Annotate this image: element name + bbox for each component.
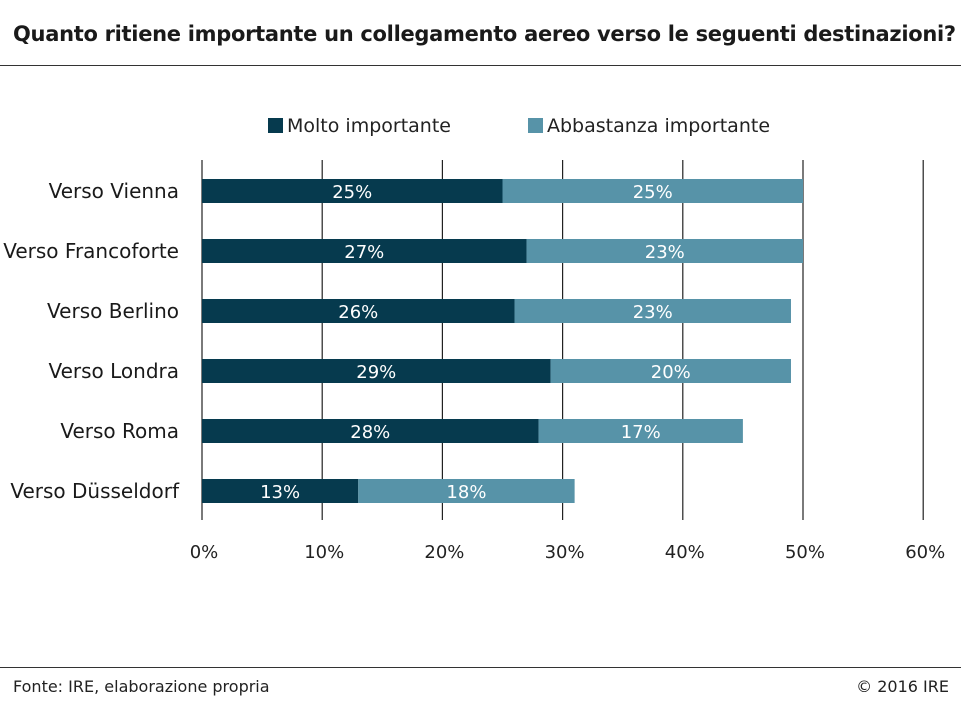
copyright-note: © 2016 IRE <box>856 677 949 696</box>
bar-molto-importante <box>202 479 359 503</box>
bar-molto-importante <box>202 299 515 323</box>
data-label-molto: 13% <box>260 482 300 503</box>
data-label-molto: 27% <box>344 242 384 263</box>
category-label: Verso Londra <box>48 359 179 383</box>
data-label-abbastanza: 23% <box>633 302 673 323</box>
data-label-abbastanza: 17% <box>621 422 661 443</box>
bar-molto-importante <box>202 419 539 443</box>
gridlines <box>201 160 924 520</box>
category-label: Verso Vienna <box>49 179 179 203</box>
x-tick-label: 10% <box>304 542 344 563</box>
bar-abbastanza-importante <box>526 239 803 263</box>
legend: Molto importante Abbastanza importante <box>268 115 770 137</box>
legend-molto-label: Molto importante <box>287 115 451 137</box>
category-label: Verso Berlino <box>47 299 179 323</box>
bar-abbastanza-importante <box>550 359 791 383</box>
bar-molto-importante <box>202 359 551 383</box>
bar-molto-importante <box>202 239 527 263</box>
x-axis-ticks: 0% 10% 20% 30% 40% 50% 60% <box>190 542 945 563</box>
bar-abbastanza-importante <box>358 479 575 503</box>
x-tick-label: 60% <box>905 542 945 563</box>
data-label-molto: 29% <box>356 362 396 383</box>
source-note: Fonte: IRE, elaborazione propria <box>13 677 270 696</box>
data-label-molto: 26% <box>338 302 378 323</box>
category-label: Verso Francoforte <box>3 239 179 263</box>
category-labels: Verso Vienna Verso Francoforte Verso Berli… <box>3 179 180 503</box>
bars: 25% 25% 27% 23% 26% 23% 29% 20% 28% 17% 13% 18% <box>202 179 803 503</box>
bar-abbastanza-importante <box>514 299 791 323</box>
data-label-abbastanza: 23% <box>645 242 685 263</box>
bar-abbastanza-importante <box>538 419 743 443</box>
category-label: Verso Roma <box>60 419 179 443</box>
x-tick-label: 30% <box>545 542 585 563</box>
top-divider <box>0 65 961 66</box>
x-tick-label: 20% <box>424 542 464 563</box>
data-label-abbastanza: 25% <box>633 182 673 203</box>
data-label-molto: 28% <box>350 422 390 443</box>
x-tick-label: 40% <box>665 542 705 563</box>
legend-abbastanza-swatch <box>528 118 543 133</box>
bar-molto-importante <box>202 179 503 203</box>
x-tick-label: 50% <box>785 542 825 563</box>
data-label-molto: 25% <box>332 182 372 203</box>
data-label-abbastanza: 20% <box>651 362 691 383</box>
chart-title: Quanto ritiene importante un collegament… <box>13 22 956 46</box>
legend-molto-swatch <box>268 118 283 133</box>
bottom-divider <box>0 667 961 668</box>
bar-chart: Molto importante Abbastanza importante 25… <box>3 115 945 563</box>
data-label-abbastanza: 18% <box>446 482 486 503</box>
legend-abbastanza-label: Abbastanza importante <box>547 115 770 137</box>
bar-abbastanza-importante <box>502 179 803 203</box>
category-label: Verso Düsseldorf <box>10 479 180 503</box>
x-tick-label: 0% <box>190 542 219 563</box>
